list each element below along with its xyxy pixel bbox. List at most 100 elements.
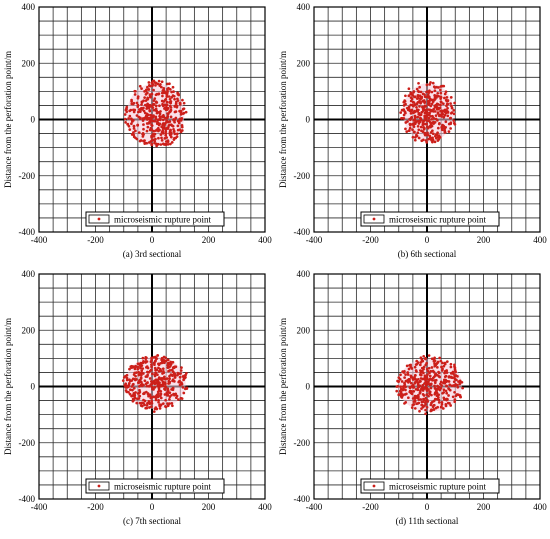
data-point <box>437 122 441 126</box>
y-tick-label: 200 <box>22 58 36 68</box>
data-point <box>418 363 422 367</box>
y-tick-label: 200 <box>297 58 311 68</box>
data-point <box>419 125 423 129</box>
data-point <box>127 117 130 120</box>
data-point <box>168 377 171 381</box>
series-points <box>123 79 188 148</box>
data-point <box>422 126 426 129</box>
data-point <box>179 110 183 114</box>
data-point <box>408 126 412 130</box>
data-point <box>147 83 151 87</box>
data-point <box>439 85 443 88</box>
data-point <box>436 365 439 369</box>
data-point <box>155 120 159 124</box>
y-axis-title: Distance from the perforation point/m <box>3 51 13 188</box>
data-point <box>138 84 142 88</box>
data-point <box>153 407 157 411</box>
data-point <box>436 126 440 130</box>
data-point <box>149 117 153 121</box>
data-point <box>404 102 407 106</box>
data-point <box>412 130 416 134</box>
data-point <box>433 140 437 144</box>
data-point <box>431 369 435 373</box>
data-point <box>156 142 160 146</box>
data-point <box>144 406 148 410</box>
data-point <box>408 386 412 389</box>
data-point <box>162 113 165 117</box>
data-point <box>152 115 155 119</box>
data-point <box>453 390 456 394</box>
data-point <box>416 381 420 385</box>
data-point <box>150 124 154 127</box>
data-point <box>168 397 171 401</box>
data-point <box>161 131 165 135</box>
data-point <box>123 384 127 387</box>
data-point <box>425 125 429 129</box>
legend-marker <box>97 217 101 221</box>
data-point <box>185 386 189 390</box>
data-point <box>449 102 452 105</box>
data-point <box>153 359 157 363</box>
data-point <box>449 122 453 126</box>
data-point <box>177 372 181 376</box>
data-point <box>130 133 134 136</box>
y-axis-title: Distance from the perforation point/m <box>278 318 288 455</box>
data-point <box>420 129 423 133</box>
data-point <box>439 100 443 104</box>
data-point <box>431 129 434 133</box>
data-point <box>431 81 435 85</box>
data-point <box>399 387 403 391</box>
data-point <box>425 393 429 396</box>
data-point <box>436 91 440 95</box>
data-point <box>171 387 175 390</box>
data-point <box>136 95 140 98</box>
data-point <box>439 103 442 107</box>
data-point <box>161 402 165 405</box>
data-point <box>416 383 420 387</box>
data-point <box>436 360 440 364</box>
x-tick-label: 200 <box>477 235 491 245</box>
data-point <box>161 94 164 98</box>
data-point <box>411 122 415 126</box>
data-point <box>135 101 139 105</box>
data-point <box>145 384 149 388</box>
data-point <box>404 385 407 389</box>
data-point <box>413 381 417 385</box>
data-point <box>172 130 176 134</box>
data-point <box>146 392 150 396</box>
data-point <box>442 391 446 394</box>
data-point <box>169 364 172 368</box>
data-point <box>180 366 183 370</box>
data-point <box>425 112 428 115</box>
data-point <box>431 378 434 382</box>
data-point <box>427 366 431 370</box>
plot-frame <box>38 273 266 500</box>
data-point <box>156 379 160 383</box>
data-point <box>160 80 164 84</box>
data-point <box>159 133 163 136</box>
data-point <box>415 87 419 91</box>
data-point <box>444 111 448 115</box>
data-point <box>432 120 435 124</box>
data-point <box>430 102 434 106</box>
data-point <box>416 94 420 98</box>
data-point <box>418 85 421 89</box>
data-point <box>176 128 180 132</box>
data-point <box>161 358 165 362</box>
data-point <box>166 142 170 146</box>
data-point <box>439 380 443 384</box>
data-point <box>159 392 163 396</box>
data-point <box>411 135 415 139</box>
data-point <box>417 136 421 140</box>
data-point <box>401 385 405 389</box>
data-point <box>148 402 152 406</box>
data-point <box>404 388 407 392</box>
data-point <box>443 113 447 117</box>
data-point <box>409 375 413 379</box>
data-point <box>402 113 406 117</box>
data-point <box>145 104 149 108</box>
data-point <box>409 96 413 99</box>
data-point <box>161 118 165 122</box>
data-point <box>424 412 427 416</box>
data-point <box>415 134 419 138</box>
